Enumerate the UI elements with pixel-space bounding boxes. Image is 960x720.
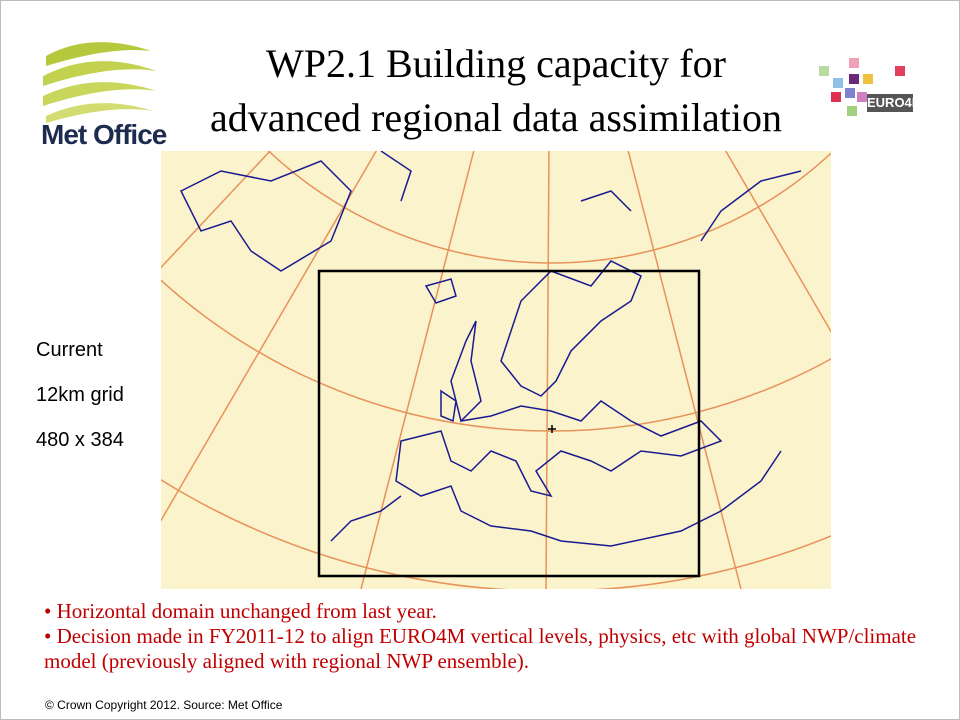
bullet: Horizontal domain unchanged from last ye… bbox=[44, 599, 944, 624]
met-office-logo-mark bbox=[43, 42, 156, 123]
title-line: WP2.1 Building capacity for bbox=[266, 41, 726, 86]
map-label: Current bbox=[36, 339, 103, 361]
footer: © Crown Copyright 2012. Source: Met Offi… bbox=[45, 698, 283, 712]
title: WP2.1 Building capacity for advanced reg… bbox=[171, 37, 821, 145]
logo-text: EURO4M bbox=[867, 94, 923, 112]
map-label: 480 x 384 bbox=[36, 429, 124, 451]
map-label: 12km grid bbox=[36, 384, 124, 406]
map bbox=[161, 151, 831, 589]
bullet-list: Horizontal domain unchanged from last ye… bbox=[44, 599, 944, 674]
logo-text: Met Office bbox=[41, 119, 167, 150]
bullet: Decision made in FY2011-12 to align EURO… bbox=[44, 624, 944, 674]
title-line: advanced regional data assimilation bbox=[209, 95, 782, 140]
euro4m-logo-mark bbox=[819, 58, 905, 116]
